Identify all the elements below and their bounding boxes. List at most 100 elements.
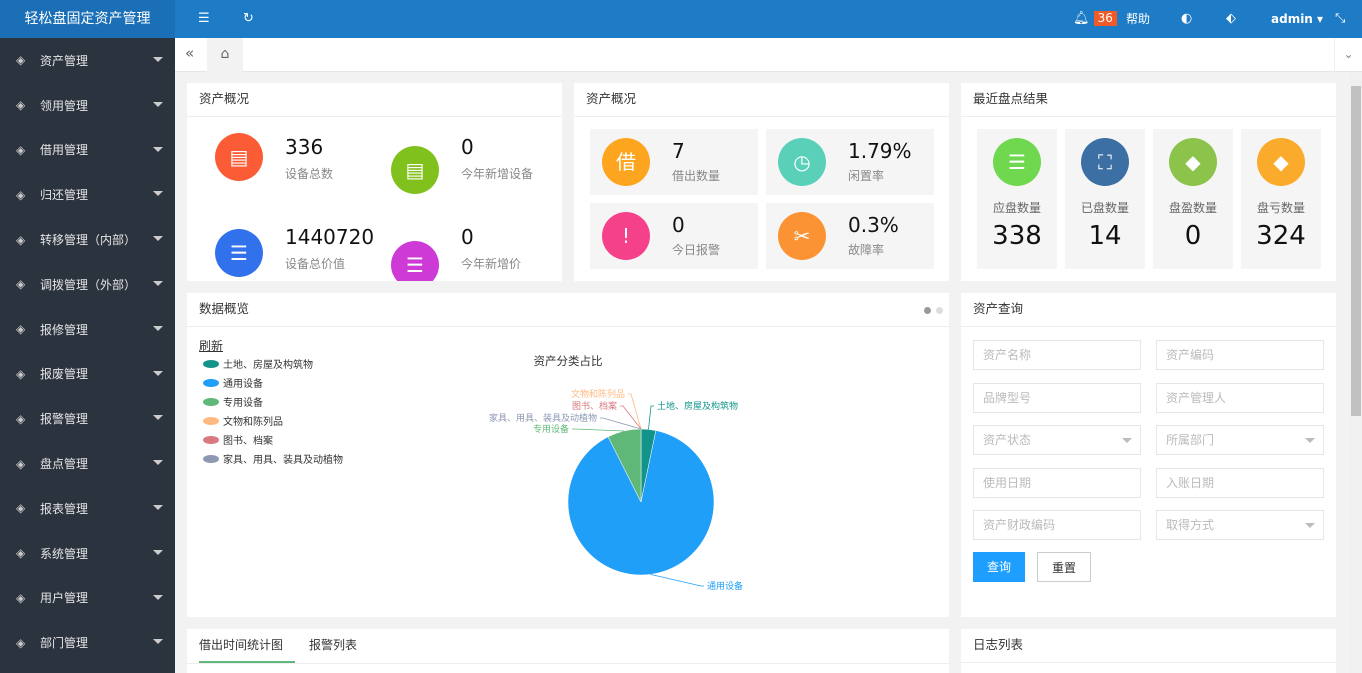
stat-value: 0 bbox=[461, 135, 474, 159]
legend-marker[interactable] bbox=[203, 379, 219, 387]
query-field[interactable]: 资产管理人 bbox=[1156, 382, 1324, 413]
search-button[interactable]: 查询 bbox=[973, 552, 1026, 582]
legend-label[interactable]: 通用设备 bbox=[223, 377, 263, 390]
stat-icon: ◷ bbox=[778, 138, 826, 186]
app-title: 轻松盘固定资产管理 bbox=[0, 0, 175, 38]
tab-alarm-list[interactable]: 报警列表 bbox=[309, 638, 358, 652]
collapse-tabs-icon[interactable]: « bbox=[185, 44, 195, 62]
sidebar-item[interactable]: ◈ 用户管理 bbox=[0, 576, 175, 621]
caret-down-icon bbox=[153, 594, 163, 605]
pie-slice[interactable] bbox=[567, 430, 715, 576]
menu-toggle-icon[interactable]: ☰ bbox=[198, 11, 210, 26]
query-field[interactable]: 品牌型号 bbox=[973, 382, 1141, 413]
chart-title: 资产分类占比 bbox=[534, 354, 603, 368]
card-title: 数据概览 bbox=[187, 293, 949, 327]
bottom-tabs-card: 借出时间统计图 报警列表 bbox=[187, 629, 949, 673]
sidebar-item[interactable]: ◈ 报废管理 bbox=[0, 352, 175, 397]
tab-home[interactable]: ⌂ bbox=[207, 38, 243, 72]
sidebar-item-label: 报警管理 bbox=[40, 412, 89, 427]
cube-icon: ◈ bbox=[16, 53, 26, 68]
legend-label[interactable]: 图书、档案 bbox=[223, 434, 273, 447]
slice-label: 图书、档案 bbox=[572, 400, 617, 412]
sidebar-item[interactable]: ◈ 领用管理 bbox=[0, 83, 175, 128]
sidebar-item[interactable]: ◈ 报警管理 bbox=[0, 396, 175, 441]
sidebar: ◈ 资产管理 ◈ 领用管理 ◈ 借用管理 ◈ 归还管理 ◈ 转移管理（内部） ◈ 调拨管理（外部） ◈ 报… bbox=[0, 38, 175, 673]
stat-icon: ! bbox=[602, 212, 650, 260]
query-field[interactable]: 所属部门 bbox=[1156, 425, 1324, 455]
query-field[interactable]: 资产名称 bbox=[973, 340, 1141, 370]
sidebar-item-label: 调拨管理（外部） bbox=[40, 277, 137, 292]
tab-menu-chevron-icon[interactable]: ⌄ bbox=[1334, 38, 1362, 72]
sidebar-item[interactable]: ◈ 报表管理 bbox=[0, 486, 175, 531]
legend-marker[interactable] bbox=[203, 436, 219, 444]
sidebar-item-label: 系统管理 bbox=[40, 546, 89, 561]
legend-label[interactable]: 文物和陈列品 bbox=[223, 415, 283, 428]
placeholder: 资产管理人 bbox=[1166, 390, 1227, 405]
help-link[interactable]: 帮助 bbox=[1126, 12, 1151, 26]
sidebar-item[interactable]: ◈ 部门管理 bbox=[0, 620, 175, 665]
placeholder: 资产状态 bbox=[983, 433, 1032, 447]
gear-icon: ◈ bbox=[16, 546, 26, 561]
placeholder: 资产编码 bbox=[1166, 348, 1215, 362]
slice-label: 家具、用具、装具及动植物 bbox=[489, 412, 597, 424]
query-field[interactable]: 取得方式 bbox=[1156, 510, 1324, 540]
sidebar-item-label: 转移管理（内部） bbox=[40, 233, 137, 248]
card-title: 资产概况 bbox=[187, 83, 562, 117]
sidebar-item[interactable]: ◈ 报修管理 bbox=[0, 307, 175, 352]
dropdown-caret-icon bbox=[1305, 523, 1315, 533]
bell-icon[interactable]: 🔔︎ 36 bbox=[1073, 0, 1117, 38]
sidebar-item-label: 盘点管理 bbox=[40, 457, 89, 472]
stat-label: 今日报警 bbox=[672, 243, 721, 257]
sidebar-item[interactable]: ◈ 盘点管理 bbox=[0, 441, 175, 486]
reset-button[interactable]: 重置 bbox=[1037, 552, 1092, 582]
tab-borrow-stats[interactable]: 借出时间统计图 bbox=[199, 629, 296, 663]
carousel-dot[interactable] bbox=[924, 307, 931, 314]
query-field[interactable]: 资产编码 bbox=[1156, 340, 1324, 370]
stat-value: 0 bbox=[672, 213, 685, 237]
refresh-link[interactable]: 刷新 bbox=[199, 339, 224, 353]
placeholder: 资产名称 bbox=[983, 348, 1032, 362]
carousel-dot[interactable] bbox=[936, 307, 943, 314]
stat-value: 324 bbox=[1256, 221, 1306, 251]
pie-icon: ◈ bbox=[16, 501, 26, 516]
sidebar-item[interactable]: ◈ 资产管理 bbox=[0, 38, 175, 83]
user-menu[interactable]: admin ▾ bbox=[1271, 12, 1324, 26]
legend-marker[interactable] bbox=[203, 417, 219, 425]
stat-icon: ◆ bbox=[1257, 138, 1305, 186]
caret-down-icon bbox=[153, 639, 163, 649]
legend-marker[interactable] bbox=[203, 398, 219, 406]
fullscreen-icon[interactable]: ⤡ bbox=[1335, 11, 1346, 26]
pie-chart: 土地、房屋及构筑物通用设备专用设备文物和陈列品图书、档案家具、用具、装具及动植物… bbox=[203, 354, 743, 592]
search-icon: ◈ bbox=[16, 456, 26, 471]
legend-marker[interactable] bbox=[203, 360, 219, 368]
query-field[interactable]: 使用日期 bbox=[973, 467, 1141, 498]
sidebar-item[interactable]: ◈ 调拨管理（外部） bbox=[0, 262, 175, 307]
sidebar-item[interactable]: ◈ 系统管理 bbox=[0, 531, 175, 576]
legend-marker[interactable] bbox=[203, 455, 219, 463]
stat-label: 已盘数量 bbox=[1080, 201, 1129, 215]
sidebar-item[interactable]: ◈ 归还管理 bbox=[0, 172, 175, 217]
refresh-icon[interactable]: ↻ bbox=[243, 11, 254, 26]
label-line bbox=[600, 417, 642, 430]
sidebar-item-label: 领用管理 bbox=[40, 98, 89, 113]
label-line bbox=[572, 428, 625, 432]
label-line bbox=[628, 393, 642, 430]
legend-label[interactable]: 家具、用具、装具及动植物 bbox=[223, 453, 343, 466]
legend-label[interactable]: 土地、房屋及构筑物 bbox=[223, 358, 313, 371]
tag-icon[interactable]: ⬖ bbox=[1226, 11, 1236, 26]
theme-icon[interactable]: ◐ bbox=[1181, 11, 1193, 26]
sidebar-item[interactable]: ◈ 转移管理（内部） bbox=[0, 217, 175, 262]
scrollbar[interactable] bbox=[1350, 72, 1362, 673]
sidebar-item[interactable]: ◈ 借用管理 bbox=[0, 128, 175, 173]
query-field[interactable]: 入账日期 bbox=[1156, 467, 1324, 498]
data-overview-card: 数据概览 刷新 土地、房屋及构筑物 通用设备 专用设备 文物和陈列品 图书、档案 家具、用… bbox=[187, 293, 949, 617]
tab-bar: « ⌂ ⌄ bbox=[175, 38, 1362, 72]
query-field[interactable]: 资产状态 bbox=[973, 425, 1141, 455]
card-title: 最近盘点结果 bbox=[961, 83, 1336, 117]
stat-icon: ▤ bbox=[391, 146, 439, 194]
legend-label[interactable]: 专用设备 bbox=[223, 396, 263, 409]
user-icon: ◈ bbox=[16, 590, 26, 605]
query-field[interactable]: 资产财政编码 bbox=[973, 510, 1141, 540]
caret-down-icon bbox=[153, 101, 163, 112]
inventory-stat: ☰ 应盘数量 338 bbox=[977, 129, 1057, 269]
